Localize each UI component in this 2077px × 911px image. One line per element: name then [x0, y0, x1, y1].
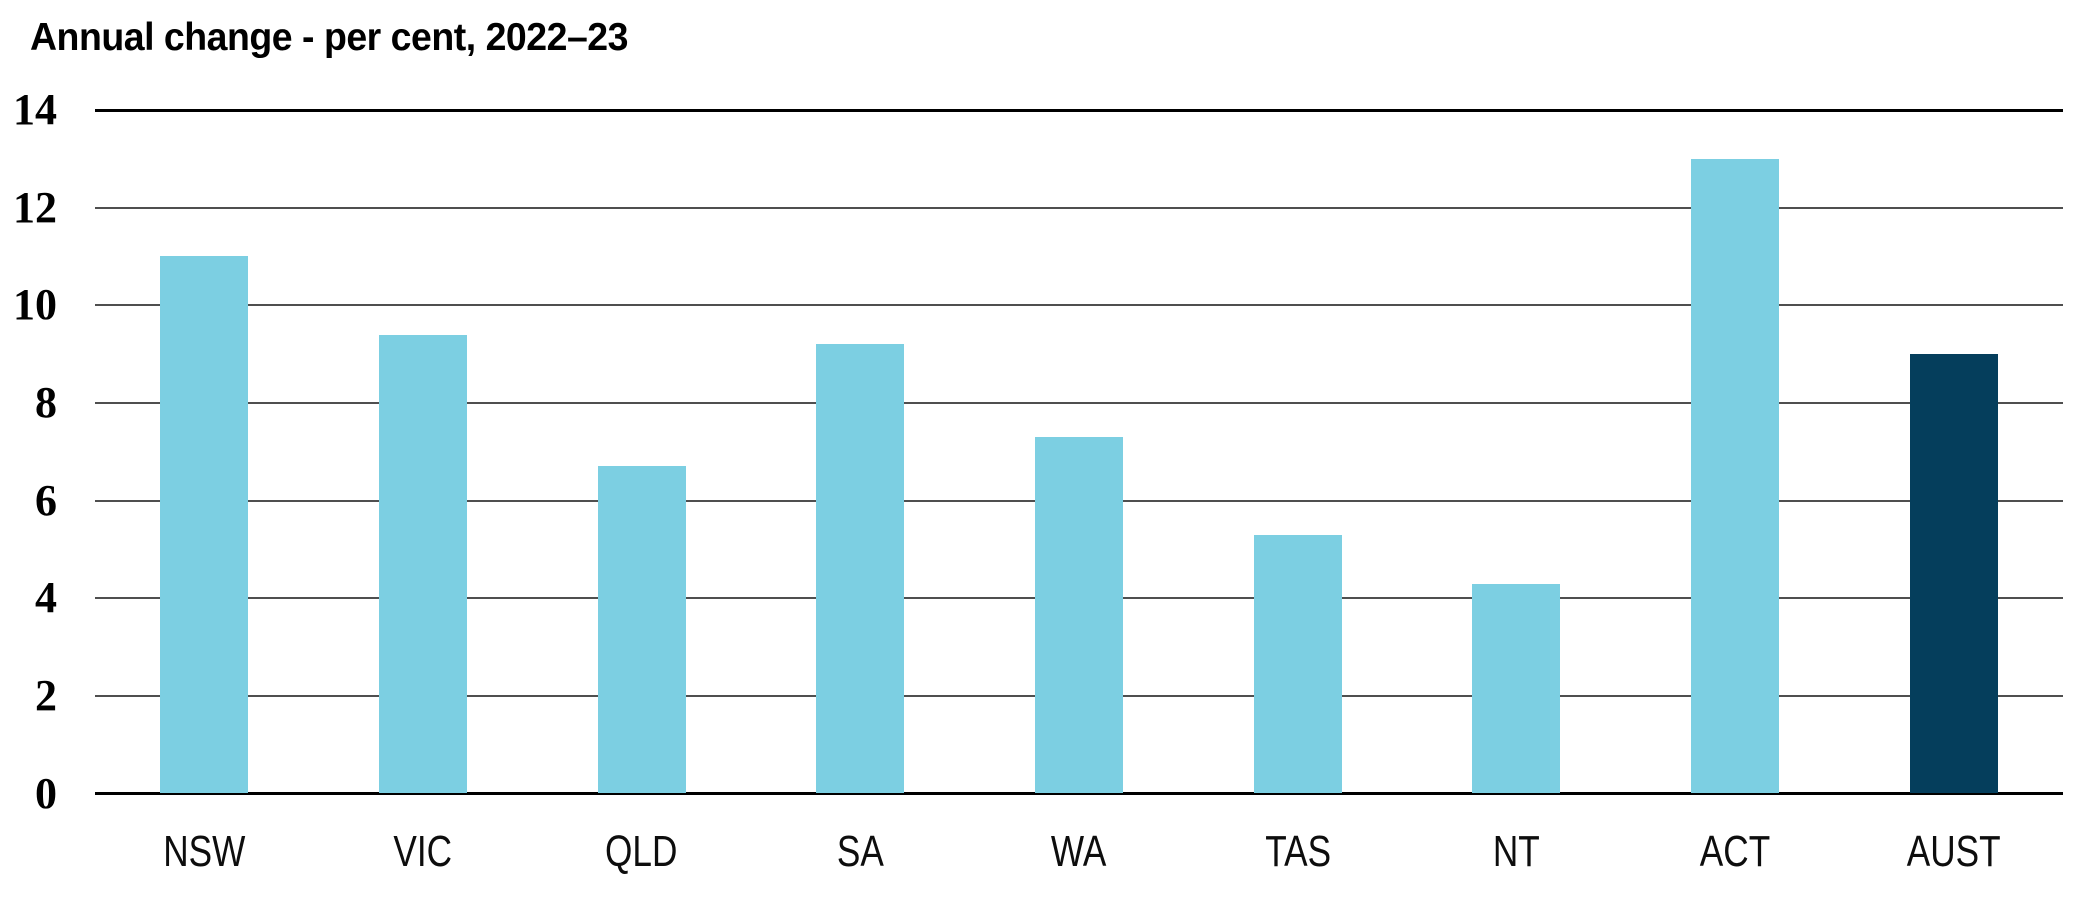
y-axis-tick-label-6: 6: [35, 475, 57, 525]
bar-act: [1691, 158, 1779, 794]
bar-nsw: [160, 256, 249, 794]
x-axis-label-nt: NT: [1492, 827, 1540, 876]
bar-nt: [1472, 583, 1561, 794]
x-axis-label-aust: AUST: [1906, 827, 2001, 876]
bar-aust: [1909, 354, 1998, 794]
x-axis-label-vic: VIC: [393, 827, 453, 876]
bar-qld: [597, 466, 686, 794]
y-axis-tick-label-10: 10: [13, 280, 57, 330]
x-axis-label-qld: QLD: [605, 827, 678, 876]
gridline-y-14: [95, 108, 2063, 112]
x-axis-label-wa: WA: [1051, 827, 1107, 876]
bar-vic: [379, 334, 467, 794]
gridline-y-8: [95, 401, 2063, 404]
gridline-y-0: [95, 792, 2063, 795]
gridline-y-10: [95, 304, 2063, 307]
bar-sa: [816, 344, 905, 794]
y-axis-tick-label-2: 2: [35, 670, 57, 720]
chart-title: Annual change - per cent, 2022–23: [30, 16, 628, 59]
bar-tas: [1253, 534, 1342, 794]
y-axis-tick-label-0: 0: [35, 768, 57, 818]
x-axis-label-tas: TAS: [1264, 827, 1331, 876]
x-axis-label-act: ACT: [1699, 827, 1771, 876]
y-axis-tick-label-8: 8: [35, 377, 57, 427]
bar-wa: [1035, 437, 1123, 794]
x-axis-label-sa: SA: [836, 827, 884, 876]
gridline-y-12: [95, 206, 2063, 209]
y-axis-tick-label-4: 4: [35, 573, 57, 623]
y-axis-tick-label-12: 12: [13, 182, 57, 232]
y-axis-tick-label-14: 14: [13, 85, 57, 134]
x-axis-label-nsw: NSW: [163, 827, 246, 876]
